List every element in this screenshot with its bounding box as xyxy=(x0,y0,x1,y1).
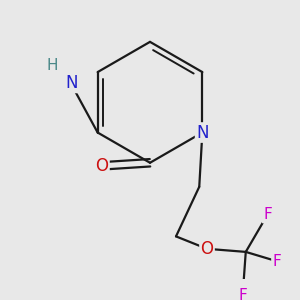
Text: O: O xyxy=(95,157,108,175)
Text: H: H xyxy=(47,58,58,74)
Text: F: F xyxy=(272,254,281,269)
Text: F: F xyxy=(238,288,247,300)
Text: O: O xyxy=(200,240,214,258)
Text: N: N xyxy=(196,124,208,142)
Text: N: N xyxy=(65,74,77,92)
Text: F: F xyxy=(263,207,272,222)
